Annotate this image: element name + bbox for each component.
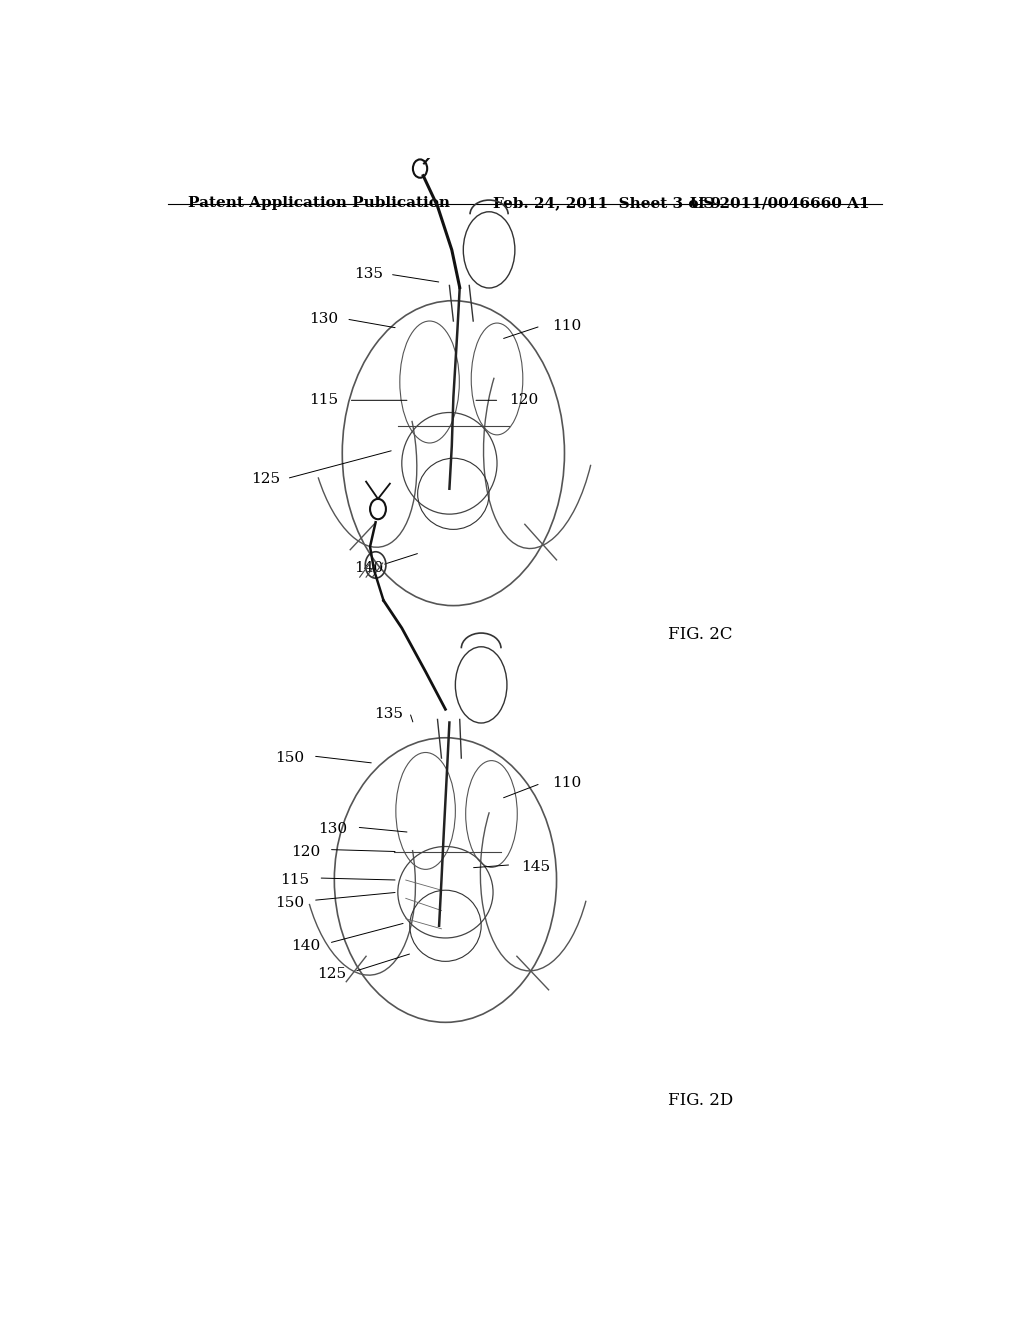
Text: 130: 130: [309, 312, 338, 326]
Text: 120: 120: [509, 393, 539, 408]
Text: FIG. 2C: FIG. 2C: [668, 626, 732, 643]
Text: 135: 135: [374, 708, 403, 721]
Text: 125: 125: [251, 471, 281, 486]
Text: 115: 115: [309, 393, 338, 408]
Text: FIG. 2D: FIG. 2D: [668, 1092, 733, 1109]
Text: 110: 110: [553, 319, 582, 333]
Text: 140: 140: [354, 561, 383, 576]
Text: 115: 115: [281, 873, 309, 887]
Text: 120: 120: [291, 845, 319, 858]
Text: Feb. 24, 2011  Sheet 3 of 9: Feb. 24, 2011 Sheet 3 of 9: [494, 195, 721, 210]
Text: 125: 125: [316, 966, 346, 981]
Text: 135: 135: [354, 267, 383, 281]
Text: Patent Application Publication: Patent Application Publication: [187, 195, 450, 210]
Text: 140: 140: [291, 939, 319, 953]
Text: 145: 145: [521, 859, 550, 874]
Text: 110: 110: [553, 776, 582, 791]
Text: 150: 150: [274, 751, 304, 766]
Text: US 2011/0046660 A1: US 2011/0046660 A1: [690, 195, 870, 210]
Text: 150: 150: [274, 896, 304, 911]
Text: 130: 130: [318, 822, 347, 837]
